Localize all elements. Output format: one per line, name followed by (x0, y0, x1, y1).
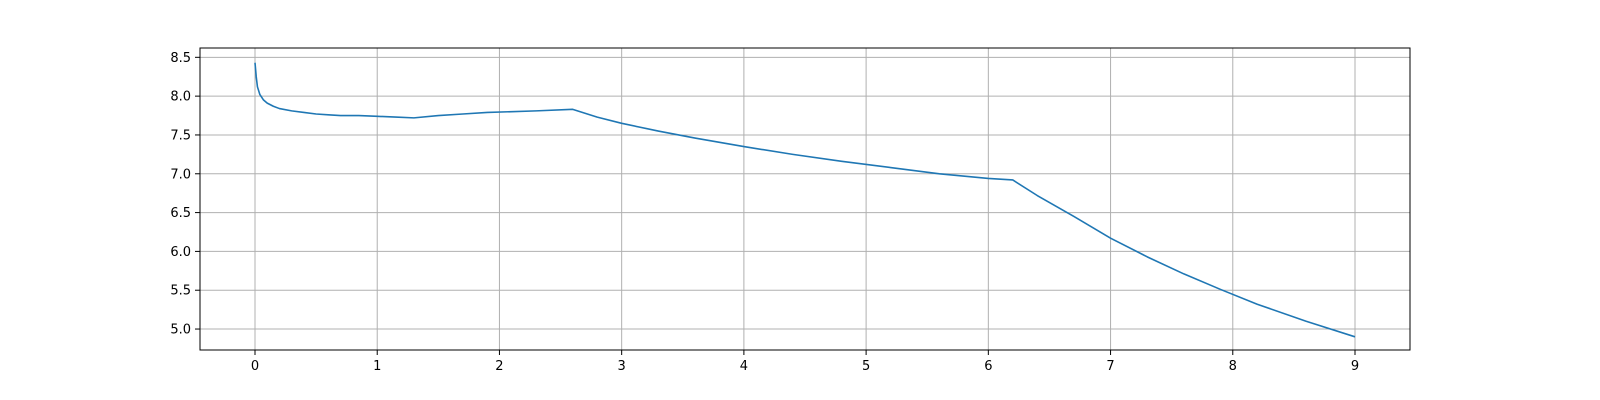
x-tick-label: 2 (495, 359, 503, 374)
x-tick-label: 7 (1106, 359, 1114, 374)
y-tick-label: 8.5 (170, 51, 191, 66)
x-tick-label: 4 (740, 359, 748, 374)
plot-frame (199, 47, 1411, 351)
axis-ticks: 0 1 2 3 4 5 6 7 8 9 5.0 5.5 6.0 6.5 7.0 7.5 8.0 8.5 (170, 51, 1359, 374)
y-tick-label: 5.0 (170, 323, 191, 338)
x-tick-label: 1 (373, 359, 381, 374)
series-layer (254, 62, 1356, 338)
grid-lines (200, 48, 1410, 350)
y-tick-label: 6.5 (170, 206, 191, 221)
x-tick-label: 3 (618, 359, 626, 374)
y-tick-label: 7.0 (170, 167, 191, 182)
y-tick-label: 7.5 (170, 128, 191, 143)
x-tick-label: 0 (251, 359, 259, 374)
series-line (254, 62, 1356, 338)
x-tick-label: 6 (984, 359, 992, 374)
y-tick-label: 8.0 (170, 90, 191, 105)
x-tick-label: 9 (1351, 359, 1359, 374)
x-tick-label: 5 (862, 359, 870, 374)
x-tick-label: 8 (1229, 359, 1237, 374)
y-tick-label: 5.5 (170, 284, 191, 299)
y-tick-label: 6.0 (170, 245, 191, 260)
